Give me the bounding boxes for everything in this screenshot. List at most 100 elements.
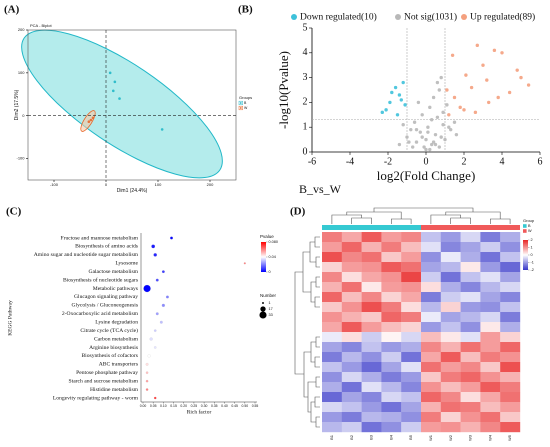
- point: [420, 135, 424, 139]
- x-tick-label: 6: [538, 156, 543, 167]
- heatmap-cell: [421, 362, 441, 373]
- x-tick-label: -4: [346, 156, 354, 167]
- point: [118, 97, 121, 100]
- heatmap-cell: [361, 232, 382, 243]
- category-label: Citrate cycle (TCA cycle): [80, 327, 138, 334]
- heatmap-cell: [440, 312, 461, 323]
- point: [380, 110, 384, 115]
- heatmap-cell: [480, 332, 501, 343]
- heatmap-cell: [440, 282, 461, 293]
- heatmap-cell: [361, 312, 382, 323]
- colorbar-label: 0: [269, 270, 271, 274]
- point: [441, 110, 445, 115]
- heatmap-cell: [381, 412, 402, 423]
- heatmap-cell: [341, 342, 362, 353]
- heatmap-cell: [322, 392, 342, 403]
- category-label: Pentose phosphate pathway: [76, 370, 138, 376]
- size-legend-dot: [259, 311, 267, 319]
- point: [458, 105, 462, 110]
- point: [454, 132, 459, 137]
- point: [416, 100, 421, 105]
- heatmap-cell: [341, 352, 362, 363]
- heatmap-cell: [322, 282, 342, 293]
- legend-title: Number: [260, 293, 277, 298]
- heatmap-cell: [381, 352, 402, 363]
- category-label: Glycolysis / Gluconeogenesis: [72, 303, 139, 309]
- heatmap-cell: [421, 322, 441, 333]
- heatmap-cell: [460, 322, 481, 333]
- dot: [155, 278, 159, 282]
- dot: [145, 379, 149, 383]
- column-label: W4: [487, 434, 492, 441]
- point: [452, 120, 457, 124]
- y-tick-label: 4: [303, 47, 308, 58]
- x-axis-label: Rich factor: [187, 408, 212, 415]
- dot: [145, 371, 149, 374]
- heatmap-cell: [440, 422, 461, 433]
- point: [388, 100, 392, 105]
- heatmap-cell: [421, 282, 441, 293]
- heatmap-cell: [322, 402, 342, 413]
- size-legend-dot: [262, 302, 264, 304]
- point: [395, 113, 400, 117]
- heatmap-cell: [341, 292, 362, 303]
- heatmap-cell: [480, 252, 501, 263]
- heatmap-cell: [421, 352, 441, 363]
- heatmap-cell: [322, 412, 342, 423]
- heatmap-cell: [341, 422, 362, 433]
- heatmap-cell: [381, 362, 402, 373]
- heatmap-cell: [322, 382, 342, 393]
- heatmap-cell: [500, 242, 521, 253]
- size-legend-label: 33: [269, 313, 273, 317]
- legend-marker: [395, 14, 401, 20]
- category-label: Histidine metabolism: [90, 387, 139, 393]
- heatmap-cell: [381, 402, 402, 413]
- heatmap-cell: [480, 312, 501, 323]
- panel-label: (A): [4, 4, 20, 16]
- point: [412, 120, 417, 124]
- heatmap-cell: [440, 352, 461, 363]
- heatmap-cell: [381, 272, 402, 283]
- heatmap-cell: [500, 272, 521, 283]
- x-tick-label: 0.40: [221, 404, 228, 408]
- category-label: Lysine degradation: [95, 319, 138, 325]
- y-tick-label: 0: [22, 113, 25, 118]
- x-tick-label: 100: [155, 182, 162, 187]
- dot: [166, 295, 169, 299]
- colorbar: [261, 242, 266, 272]
- x-tick-label: -6: [308, 156, 316, 167]
- point: [405, 135, 409, 139]
- point: [428, 105, 432, 110]
- heatmap-cell: [500, 422, 521, 433]
- heatmap-cell: [460, 232, 481, 243]
- heatmap-cell: [361, 402, 382, 413]
- category-label: Glucagon signaling pathway: [74, 294, 138, 300]
- heatmap-cell: [381, 252, 402, 263]
- heatmap-cell: [322, 372, 342, 383]
- heatmap-cell: [460, 252, 481, 263]
- heatmap-cell: [500, 342, 521, 353]
- category-label: Biosynthesis of nucleotide sugars: [63, 276, 138, 283]
- dot: [155, 312, 159, 316]
- heatmap-cell: [421, 232, 441, 243]
- column-label: W2: [448, 434, 453, 441]
- heatmap-cell: [500, 292, 521, 303]
- heatmap-cell: [381, 322, 402, 333]
- y-tick-label: 5: [303, 22, 308, 33]
- heatmap-cell: [361, 272, 382, 283]
- x-tick-label: 0.10: [160, 404, 167, 408]
- heatmap-cell: [480, 342, 501, 353]
- y-tick-label: 2: [303, 97, 308, 108]
- heatmap-cell: [480, 372, 501, 383]
- point: [399, 98, 403, 102]
- heatmap-cell: [361, 412, 382, 423]
- heatmap-cell: [381, 232, 402, 243]
- heatmap-cell: [401, 402, 422, 413]
- column-label: B1: [329, 434, 334, 440]
- heatmap-cell: [480, 322, 501, 333]
- point: [401, 123, 405, 127]
- x-axis-label: Dim1 (24.4%): [117, 188, 148, 194]
- point: [443, 137, 447, 142]
- point: [487, 100, 491, 105]
